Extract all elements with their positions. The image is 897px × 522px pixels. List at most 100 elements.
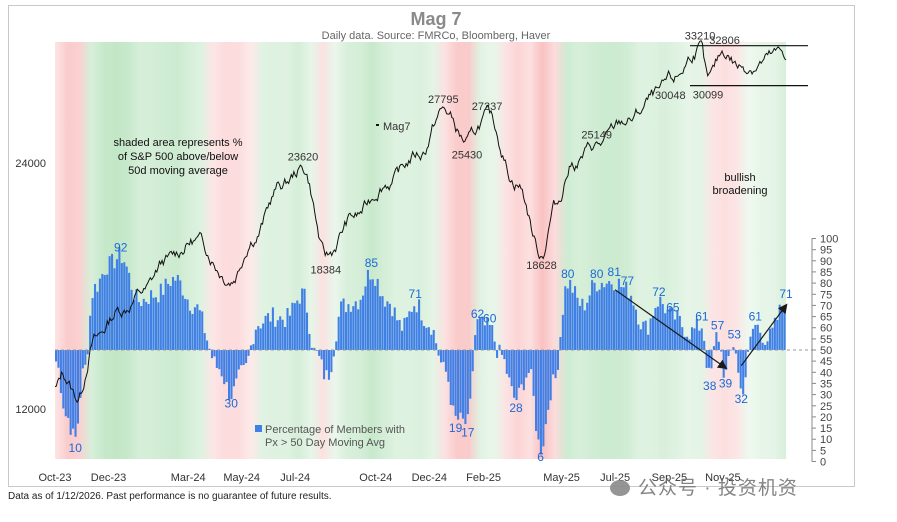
breadth-bar [281, 319, 284, 350]
breadth-bar [76, 350, 79, 424]
breadth-bar [432, 330, 435, 350]
breadth-bar [96, 291, 99, 350]
price-annotation: 30099 [693, 90, 724, 102]
breadth-bar [627, 298, 630, 350]
breadth-bar [500, 350, 503, 355]
breadth-bar [471, 350, 474, 372]
breadth-bar [415, 312, 418, 350]
breadth-bar [734, 350, 737, 354]
breadth-bar [86, 350, 89, 355]
breadth-bar [108, 256, 111, 350]
breadth-annotation: 71 [779, 287, 793, 301]
breadth-bar [305, 312, 309, 350]
breadth-bar [169, 285, 172, 350]
breadth-bar [413, 306, 416, 350]
breadth-bar [254, 329, 257, 350]
x-axis-tick-label: Sep-25 [652, 472, 687, 484]
breadth-bar [686, 336, 689, 350]
price-annotations: 23620 18384 27795 27237 25430 18628 25149 33210… [288, 31, 740, 277]
breadth-bar [598, 289, 601, 350]
breadth-bar [174, 280, 177, 350]
breadth-bar [447, 350, 450, 382]
breadth-bar [742, 350, 745, 395]
breadth-bar [186, 299, 189, 350]
breadth-bar [123, 262, 126, 350]
breadth-bar [249, 345, 252, 350]
breadth-bar [164, 278, 167, 350]
breadth-bar [418, 299, 421, 350]
right-axis-tick-label: 25 [820, 401, 832, 413]
breadth-bar [179, 280, 182, 350]
breadth-bar [235, 350, 238, 379]
breadth-annotation: 85 [365, 256, 379, 270]
breadth-bar [751, 328, 754, 350]
breadth-bar [683, 336, 686, 350]
breadth-bar [781, 307, 784, 350]
breadth-bar [79, 350, 82, 398]
breadth-annotation: 30 [225, 397, 239, 411]
breadth-bar [593, 282, 596, 350]
breadth-bar [176, 274, 179, 350]
price-annotation: 27795 [428, 94, 459, 106]
breadth-bar [576, 297, 579, 350]
right-axis-tick-label: 65 [820, 312, 832, 324]
right-axis-tick-label: 75 [820, 289, 832, 301]
breadth-bar [671, 307, 674, 350]
breadth-bar [223, 350, 226, 385]
breadth-bar [498, 344, 501, 350]
breadth-bar [617, 278, 620, 350]
breadth-bar [461, 350, 464, 419]
breadth-bar [352, 306, 355, 350]
right-axis-tick-label: 5 [820, 445, 826, 457]
breadth-bar [437, 350, 440, 356]
chart-subtitle: Daily data. Source: FMRCo, Bloomberg, Ha… [322, 30, 551, 42]
breadth-bar [649, 318, 652, 350]
breadth-bar [125, 266, 128, 350]
breadth-bar [140, 306, 143, 350]
breadth-annotation: 81 [608, 265, 622, 279]
breadth-bar [764, 344, 767, 350]
breadth-bar [737, 350, 740, 373]
breadth-bar [642, 321, 645, 350]
breadth-bar [759, 332, 762, 350]
breadth-bar [510, 350, 513, 387]
breadth-bar [262, 323, 265, 350]
breadth-bar [761, 342, 764, 350]
breadth-bar [569, 279, 572, 350]
breadth-annotation: 92 [114, 240, 128, 254]
breadth-bar [67, 350, 70, 418]
breadth-bar [142, 298, 145, 350]
breadth-bar [625, 281, 628, 350]
x-axis-tick-label: Mar-24 [171, 472, 206, 484]
x-axis-tick-label: Feb-25 [466, 472, 501, 484]
breadth-bar [191, 313, 194, 350]
breadth-bar [274, 326, 277, 350]
breadth-bar [374, 285, 377, 350]
breadth-bar [150, 290, 153, 350]
x-axis-tick-label: Oct-23 [38, 472, 71, 484]
breadth-bar [476, 319, 479, 350]
breadth-bar [118, 247, 121, 350]
breadth-bar [712, 346, 715, 350]
breadth-bar [201, 311, 204, 350]
breadth-bar [581, 298, 584, 350]
breadth-bar [466, 350, 469, 415]
breadth-bar [379, 296, 382, 350]
breadth-bar [703, 340, 706, 350]
breadth-bar [320, 350, 323, 360]
breadth-bar [184, 298, 187, 350]
breadth-bar [552, 350, 555, 375]
breadth-bar [115, 259, 118, 350]
breadth-bar [639, 329, 642, 350]
breadth-bar [101, 274, 104, 350]
breadth-bar [264, 315, 267, 350]
breadth-bar [666, 309, 669, 350]
breadth-bar [583, 310, 586, 350]
breadth-bar [276, 320, 279, 350]
breadth-bar [464, 350, 467, 425]
right-axis-tick-label: 50 [820, 345, 832, 357]
breadth-bar [69, 350, 72, 435]
breadth-annotation: 39 [719, 377, 733, 391]
breadth-bar [620, 287, 623, 350]
right-axis-tick-label: 100 [820, 234, 838, 246]
